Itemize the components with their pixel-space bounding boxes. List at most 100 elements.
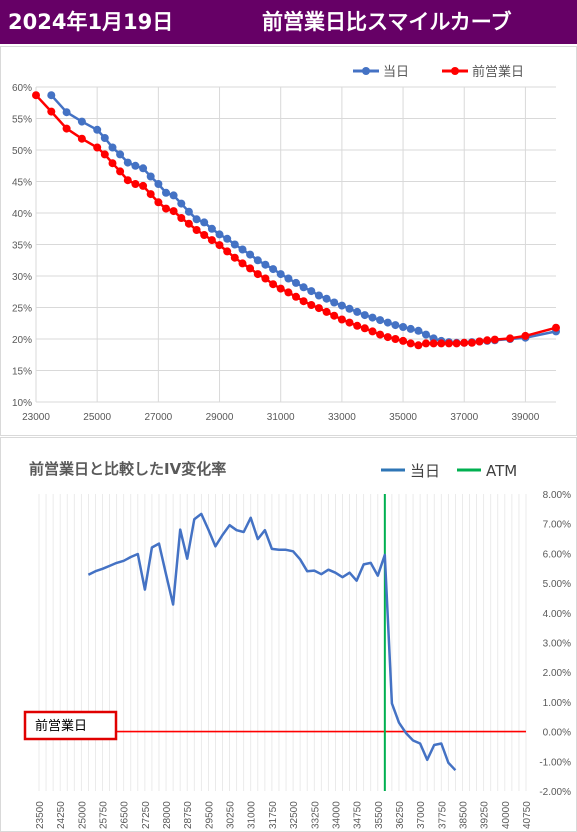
chart1-point-prev <box>314 304 323 313</box>
chart1-point-today <box>108 143 117 152</box>
chart2-series <box>87 512 457 772</box>
chart2-x-tick-label: 34750 <box>353 801 364 829</box>
chart1-x-tick-labels: 23000 25000 27000 29000 31000 33000 35000 37000… <box>22 412 540 423</box>
chart1-series <box>32 91 560 350</box>
chart1-point-prev <box>345 318 354 327</box>
chart1-point-prev <box>47 107 56 116</box>
chart2-y-tick-label: 3.00% <box>543 639 571 650</box>
chart1-point-today <box>307 287 316 296</box>
header-banner: 2024年1月19日 前営業日比スマイルカーブ <box>0 0 577 44</box>
chart2-y-tick-label: 8.00% <box>543 490 571 501</box>
chart2-x-tick-label: 32500 <box>289 801 300 829</box>
chart1-x-tick-label: 39000 <box>512 412 540 423</box>
chart2-x-tick-label: 36250 <box>395 801 406 829</box>
chart1-point-prev <box>391 335 400 343</box>
chart2-y-tick-label: 6.00% <box>543 549 571 560</box>
chart1-point-today <box>116 150 125 159</box>
chart1-point-today <box>414 326 423 335</box>
chart2-x-tick-label: 25000 <box>77 801 88 829</box>
chart1-point-today <box>146 172 155 181</box>
chart1-point-prev <box>269 280 278 289</box>
chart1-point-prev <box>32 91 40 100</box>
chart1-point-today <box>269 265 278 274</box>
chart1-point-prev <box>284 288 293 297</box>
chart1-point-today <box>207 224 216 233</box>
chart2-x-tick-label: 35500 <box>374 801 385 829</box>
chart1-y-tick-label: 15% <box>12 367 32 378</box>
chart1-y-tick-labels: 10% 15% 20% 25% 30% 35% 40% 45% 50% 55% 60% <box>12 83 32 409</box>
chart1-point-today <box>131 161 140 170</box>
chart1-point-prev <box>116 167 125 176</box>
chart1-point-today <box>284 274 293 283</box>
chart1-point-today <box>238 245 247 254</box>
chart2-title: 前営業日と比較したIV変化率 <box>29 460 226 478</box>
chart1-point-prev <box>162 204 170 213</box>
chart2-y-tick-label: -1.00% <box>539 757 571 768</box>
chart2-y-tick-label: 1.00% <box>543 698 571 709</box>
chart1-point-prev <box>215 241 224 250</box>
chart2-x-tick-label: 37000 <box>416 801 427 829</box>
chart1-x-tick-label: 35000 <box>389 412 417 423</box>
chart1-point-today <box>276 270 285 279</box>
chart1-point-today <box>360 311 369 320</box>
chart1-point-prev <box>246 264 255 273</box>
chart1-y-tick-label: 55% <box>12 115 32 126</box>
chart1-point-today <box>184 207 193 216</box>
chart1-point-prev <box>223 247 232 256</box>
chart1-point-today <box>345 304 354 313</box>
chart2-y-tick-label: 5.00% <box>543 579 571 590</box>
chart1-point-today <box>406 324 415 333</box>
chart1-point-prev <box>406 339 415 348</box>
chart1-point-prev <box>429 339 438 348</box>
chart1-point-prev <box>62 124 71 133</box>
chart1-point-prev <box>467 338 476 347</box>
chart1-y-tick-label: 60% <box>12 83 32 94</box>
chart1-point-today <box>422 330 430 339</box>
legend-label-today: 当日 <box>410 462 440 480</box>
chart1-point-prev <box>307 301 316 309</box>
chart1-legend: 当日 前営業日 <box>353 64 524 80</box>
chart1-point-prev <box>337 315 346 324</box>
chart1-point-prev <box>230 253 239 262</box>
chart1-point-prev <box>292 292 300 301</box>
chart1-point-today <box>330 298 339 307</box>
chart1-point-prev <box>483 336 492 345</box>
chart1-point-prev <box>322 307 331 316</box>
chart1-y-tick-label: 50% <box>12 146 32 157</box>
legend-marker-prev <box>451 67 459 75</box>
chart2-x-tick-label: 29500 <box>204 801 215 829</box>
header-title: 前営業日比スマイルカーブ <box>262 10 512 34</box>
chart1-point-today <box>223 234 232 243</box>
chart1-x-tick-label: 25000 <box>83 412 111 423</box>
chart1-point-prev <box>506 334 515 343</box>
chart1-point-prev <box>399 336 408 345</box>
chart1-point-today <box>123 158 132 167</box>
chart1-point-prev <box>207 236 216 245</box>
chart1-point-today <box>314 291 323 300</box>
chart1-point-prev <box>460 338 469 347</box>
chart1-point-today <box>246 250 255 259</box>
chart1-point-today <box>93 125 102 134</box>
chart2-gridlines <box>38 494 527 791</box>
chart2-x-tick-label: 28000 <box>162 801 173 829</box>
chart1-point-today <box>162 188 170 197</box>
chart1-point-prev <box>253 270 262 279</box>
chart1-point-prev <box>360 324 369 333</box>
chart1-point-prev <box>299 297 308 306</box>
chart1-point-today <box>192 215 201 224</box>
chart1-point-prev <box>131 180 140 188</box>
chart2-x-tick-label: 23500 <box>35 801 46 829</box>
chart1-point-prev <box>93 143 102 152</box>
chart1-point-today <box>77 117 86 126</box>
chart1-x-tick-label: 27000 <box>144 412 172 423</box>
chart1-point-prev <box>139 181 148 190</box>
chart1-point-prev <box>444 339 453 348</box>
chart1-point-today <box>139 164 148 173</box>
chart2-y-tick-label: 0.00% <box>543 728 571 739</box>
chart1-point-today <box>368 313 377 322</box>
chart2-x-tick-label: 30250 <box>226 801 237 829</box>
chart1-y-tick-label: 40% <box>12 209 32 220</box>
iv-change-chart: 前営業日と比較したIV変化率 -2.00% -1.00% 0.00% 1.00% 2.0… <box>0 437 577 832</box>
legend-label-prev: 前営業日 <box>472 64 524 80</box>
chart1-point-prev <box>368 327 377 336</box>
